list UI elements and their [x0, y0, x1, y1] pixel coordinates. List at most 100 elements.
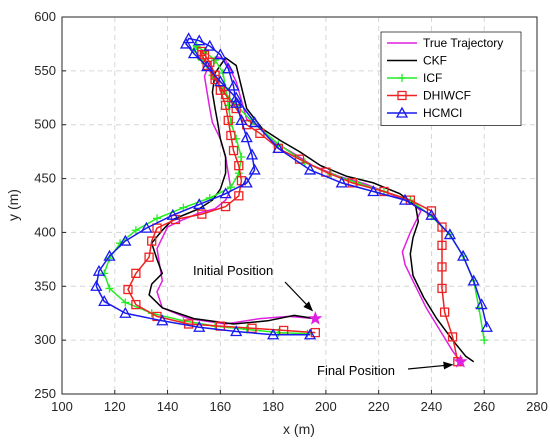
data-point-icf [105, 284, 114, 293]
data-point-dhiwcf [439, 307, 450, 317]
annotation-final-position: Final Position [317, 363, 395, 378]
series-layer [90, 32, 493, 368]
data-point-hcmci [219, 187, 232, 199]
data-point-dhiwcf [123, 284, 133, 295]
data-point-hcmci [92, 264, 106, 276]
x-tick-label: 280 [526, 399, 548, 414]
data-point-dhiwcf [144, 252, 154, 262]
series-ckf [148, 56, 475, 363]
data-point-hcmci [119, 234, 132, 246]
data-point-dhiwcf [220, 201, 231, 212]
data-point-icf [232, 134, 241, 143]
data-point-hcmci [248, 163, 261, 175]
series-line-true-trajectory [156, 56, 462, 363]
data-point-dhiwcf [226, 130, 236, 141]
legend-label: ICF [423, 71, 442, 85]
y-tick-label: 550 [34, 63, 56, 78]
data-point-dhiwcf [437, 222, 447, 232]
x-tick-label: 260 [473, 399, 495, 414]
data-point-dhiwcf [347, 178, 357, 188]
data-point-hcmci [475, 298, 488, 310]
data-point-hcmci [214, 48, 227, 60]
legend-label: HCMCI [423, 106, 462, 120]
legend: True Trajectory CKF ICF DHIWCF HCMCI [380, 31, 522, 126]
x-tick-label: 100 [51, 399, 73, 414]
legend-label: True Trajectory [423, 36, 503, 50]
data-point-hcmci [480, 320, 493, 332]
data-point-hcmci [193, 198, 206, 210]
legend-marker [395, 106, 409, 118]
data-point-icf [234, 169, 243, 178]
data-point-hcmci [222, 62, 235, 74]
x-axis-label: x (m) [283, 421, 315, 437]
data-point-hcmci [303, 328, 317, 340]
data-point-hcmci [457, 249, 470, 261]
data-point-hcmci [201, 60, 214, 72]
data-point-icf [480, 336, 489, 345]
initial-position-marker [308, 311, 323, 325]
data-point-hcmci [230, 91, 243, 103]
data-point-icf [100, 269, 109, 278]
y-tick-label: 350 [34, 278, 56, 293]
series-hcmci [90, 32, 493, 340]
data-point-hcmci [398, 193, 412, 205]
annotation-initial-position: Initial Position [193, 263, 273, 278]
data-point-hcmci [367, 185, 380, 197]
data-point-hcmci [272, 142, 285, 154]
data-point-hcmci [240, 176, 253, 188]
data-point-hcmci [443, 228, 457, 240]
data-point-icf [211, 56, 220, 65]
y-axis-label: y (m) [5, 189, 21, 221]
data-point-dhiwcf [228, 145, 239, 156]
data-point-hcmci [193, 34, 206, 46]
x-tick-label: 140 [157, 399, 179, 414]
data-point-hcmci [179, 37, 193, 49]
series-true-trajectory [156, 56, 462, 363]
y-ticks: 250 300 350 400 450 500 550 600 [34, 9, 66, 401]
y-tick-label: 450 [34, 171, 56, 186]
data-point-hcmci [227, 79, 240, 91]
data-point-hcmci [267, 328, 280, 340]
data-point-dhiwcf [131, 299, 141, 310]
x-tick-label: 220 [368, 399, 390, 414]
annotation-arrow-initial [284, 281, 314, 312]
data-point-hcmci [140, 221, 153, 233]
series-line-hcmci [95, 37, 488, 336]
annotations: Initial Position Final Position [193, 263, 454, 378]
data-point-hcmci [90, 279, 103, 291]
data-point-hcmci [240, 131, 253, 143]
data-point-icf [237, 153, 246, 162]
data-point-dhiwcf [152, 223, 162, 233]
y-tick-label: 600 [34, 9, 56, 24]
data-point-hcmci [98, 295, 111, 307]
data-point-icf [153, 214, 161, 223]
data-point-hcmci [248, 116, 261, 128]
data-point-dhiwcf [234, 160, 244, 171]
data-point-hcmci [230, 96, 243, 108]
data-point-dhiwcf [437, 240, 447, 251]
data-point-dhiwcf [447, 332, 458, 342]
y-tick-label: 500 [34, 117, 56, 132]
data-point-hcmci [156, 314, 169, 326]
data-point-dhiwcf [147, 236, 157, 246]
data-point-hcmci [203, 39, 216, 51]
x-ticks: 100 120 140 160 180 200 220 240 260 280 [51, 390, 548, 414]
x-tick-label: 200 [315, 399, 337, 414]
data-point-hcmci [166, 208, 179, 220]
legend-label: DHIWCF [423, 89, 471, 103]
data-point-dhiwcf [197, 209, 207, 219]
data-point-hcmci [214, 75, 227, 87]
final-position-marker [453, 354, 468, 368]
data-point-hcmci [335, 176, 348, 188]
x-tick-label: 240 [421, 399, 443, 414]
data-point-dhiwcf [220, 100, 231, 110]
data-point-icf [131, 226, 140, 235]
data-point-hcmci [187, 47, 201, 59]
data-point-hcmci [230, 325, 243, 337]
data-point-dhiwcf [220, 89, 231, 100]
grid-lines [62, 17, 537, 394]
series-dhiwcf [123, 46, 463, 367]
data-point-dhiwcf [131, 268, 141, 279]
data-point-hcmci [245, 148, 259, 160]
legend-marker [398, 74, 406, 82]
